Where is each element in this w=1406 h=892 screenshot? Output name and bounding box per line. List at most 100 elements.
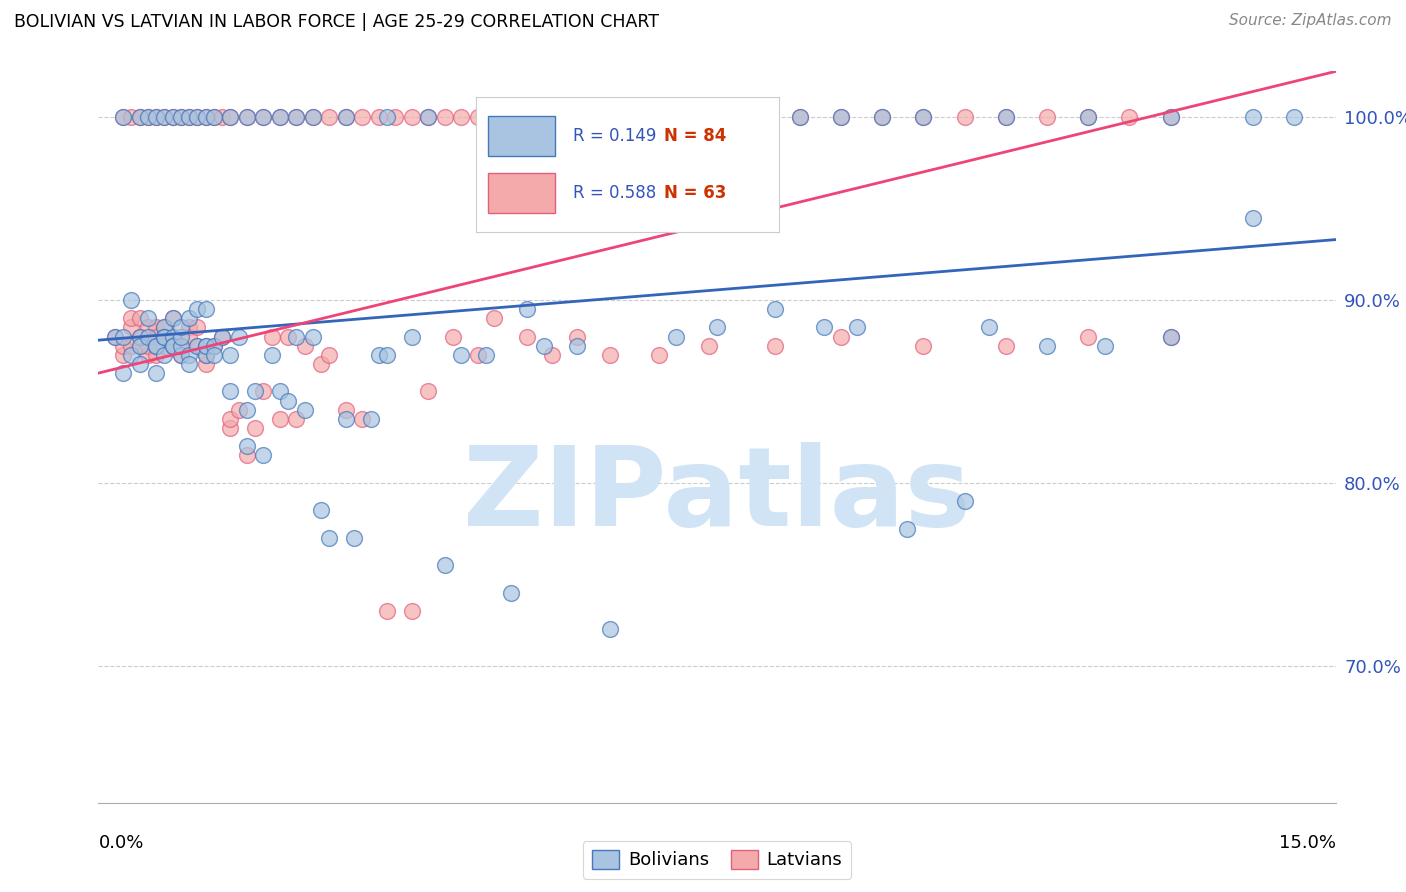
Point [136,338,159,352]
Point [441,329,464,343]
Point [285,411,308,425]
Point [541,110,564,124]
Point [186,338,208,352]
Point [375,348,398,362]
Point [219,110,242,124]
Point [870,110,893,124]
Point [162,329,184,343]
Point [912,110,935,124]
Point [665,110,688,124]
Point [1160,329,1182,343]
Point [219,110,242,124]
Point [145,110,167,124]
Point [1036,110,1059,124]
Point [202,110,225,124]
Point [418,110,440,124]
Point [162,110,184,124]
Point [789,110,811,124]
Point [202,338,225,352]
Point [302,329,325,343]
Point [1284,110,1306,124]
Point [179,348,201,362]
Point [484,311,506,326]
Point [499,110,522,124]
Point [269,110,291,124]
Point [302,110,325,124]
Point [120,348,142,362]
Point [219,421,242,435]
Point [128,357,150,371]
Point [830,110,852,124]
Point [1077,329,1099,343]
Point [582,110,605,124]
Point [128,338,150,352]
Text: Source: ZipAtlas.com: Source: ZipAtlas.com [1229,13,1392,29]
Point [179,320,201,334]
Point [120,338,142,352]
Point [202,110,225,124]
Point [128,110,150,124]
Point [179,329,201,343]
Point [475,348,498,362]
Point [953,110,976,124]
Point [309,357,332,371]
Point [467,348,489,362]
Point [145,366,167,380]
Point [128,311,150,326]
Point [120,293,142,307]
Point [375,604,398,618]
Point [219,411,242,425]
Point [360,411,382,425]
Point [335,110,357,124]
Point [499,110,522,124]
Point [565,338,588,352]
Point [136,348,159,362]
Point [170,110,193,124]
Point [450,110,472,124]
Point [162,338,184,352]
Point [375,110,398,124]
Point [252,448,274,462]
Point [1077,110,1099,124]
Point [162,338,184,352]
Point [318,531,340,545]
Point [599,348,621,362]
Point [343,531,366,545]
Point [697,338,720,352]
Point [1094,338,1116,352]
Point [979,320,1001,334]
Point [153,348,176,362]
Point [202,348,225,362]
Point [309,503,332,517]
Point [665,329,688,343]
Point [145,329,167,343]
Point [870,110,893,124]
Point [352,411,374,425]
Point [994,110,1017,124]
Point [1160,110,1182,124]
Point [384,110,406,124]
Point [243,384,266,399]
Point [112,338,135,352]
Text: BOLIVIAN VS LATVIAN IN LABOR FORCE | AGE 25-29 CORRELATION CHART: BOLIVIAN VS LATVIAN IN LABOR FORCE | AGE… [14,13,659,31]
Point [179,357,201,371]
Point [112,110,135,124]
Point [260,329,283,343]
Point [401,604,423,618]
Point [830,329,852,343]
Point [541,348,564,362]
Point [285,329,308,343]
Point [211,329,233,343]
Point [194,348,217,362]
Point [136,320,159,334]
Point [170,338,193,352]
Point [162,311,184,326]
Point [747,110,769,124]
Point [533,338,555,352]
Text: 0.0%: 0.0% [98,834,143,852]
Point [747,110,769,124]
Point [145,348,167,362]
Point [269,110,291,124]
Point [294,402,316,417]
Point [1241,211,1264,225]
